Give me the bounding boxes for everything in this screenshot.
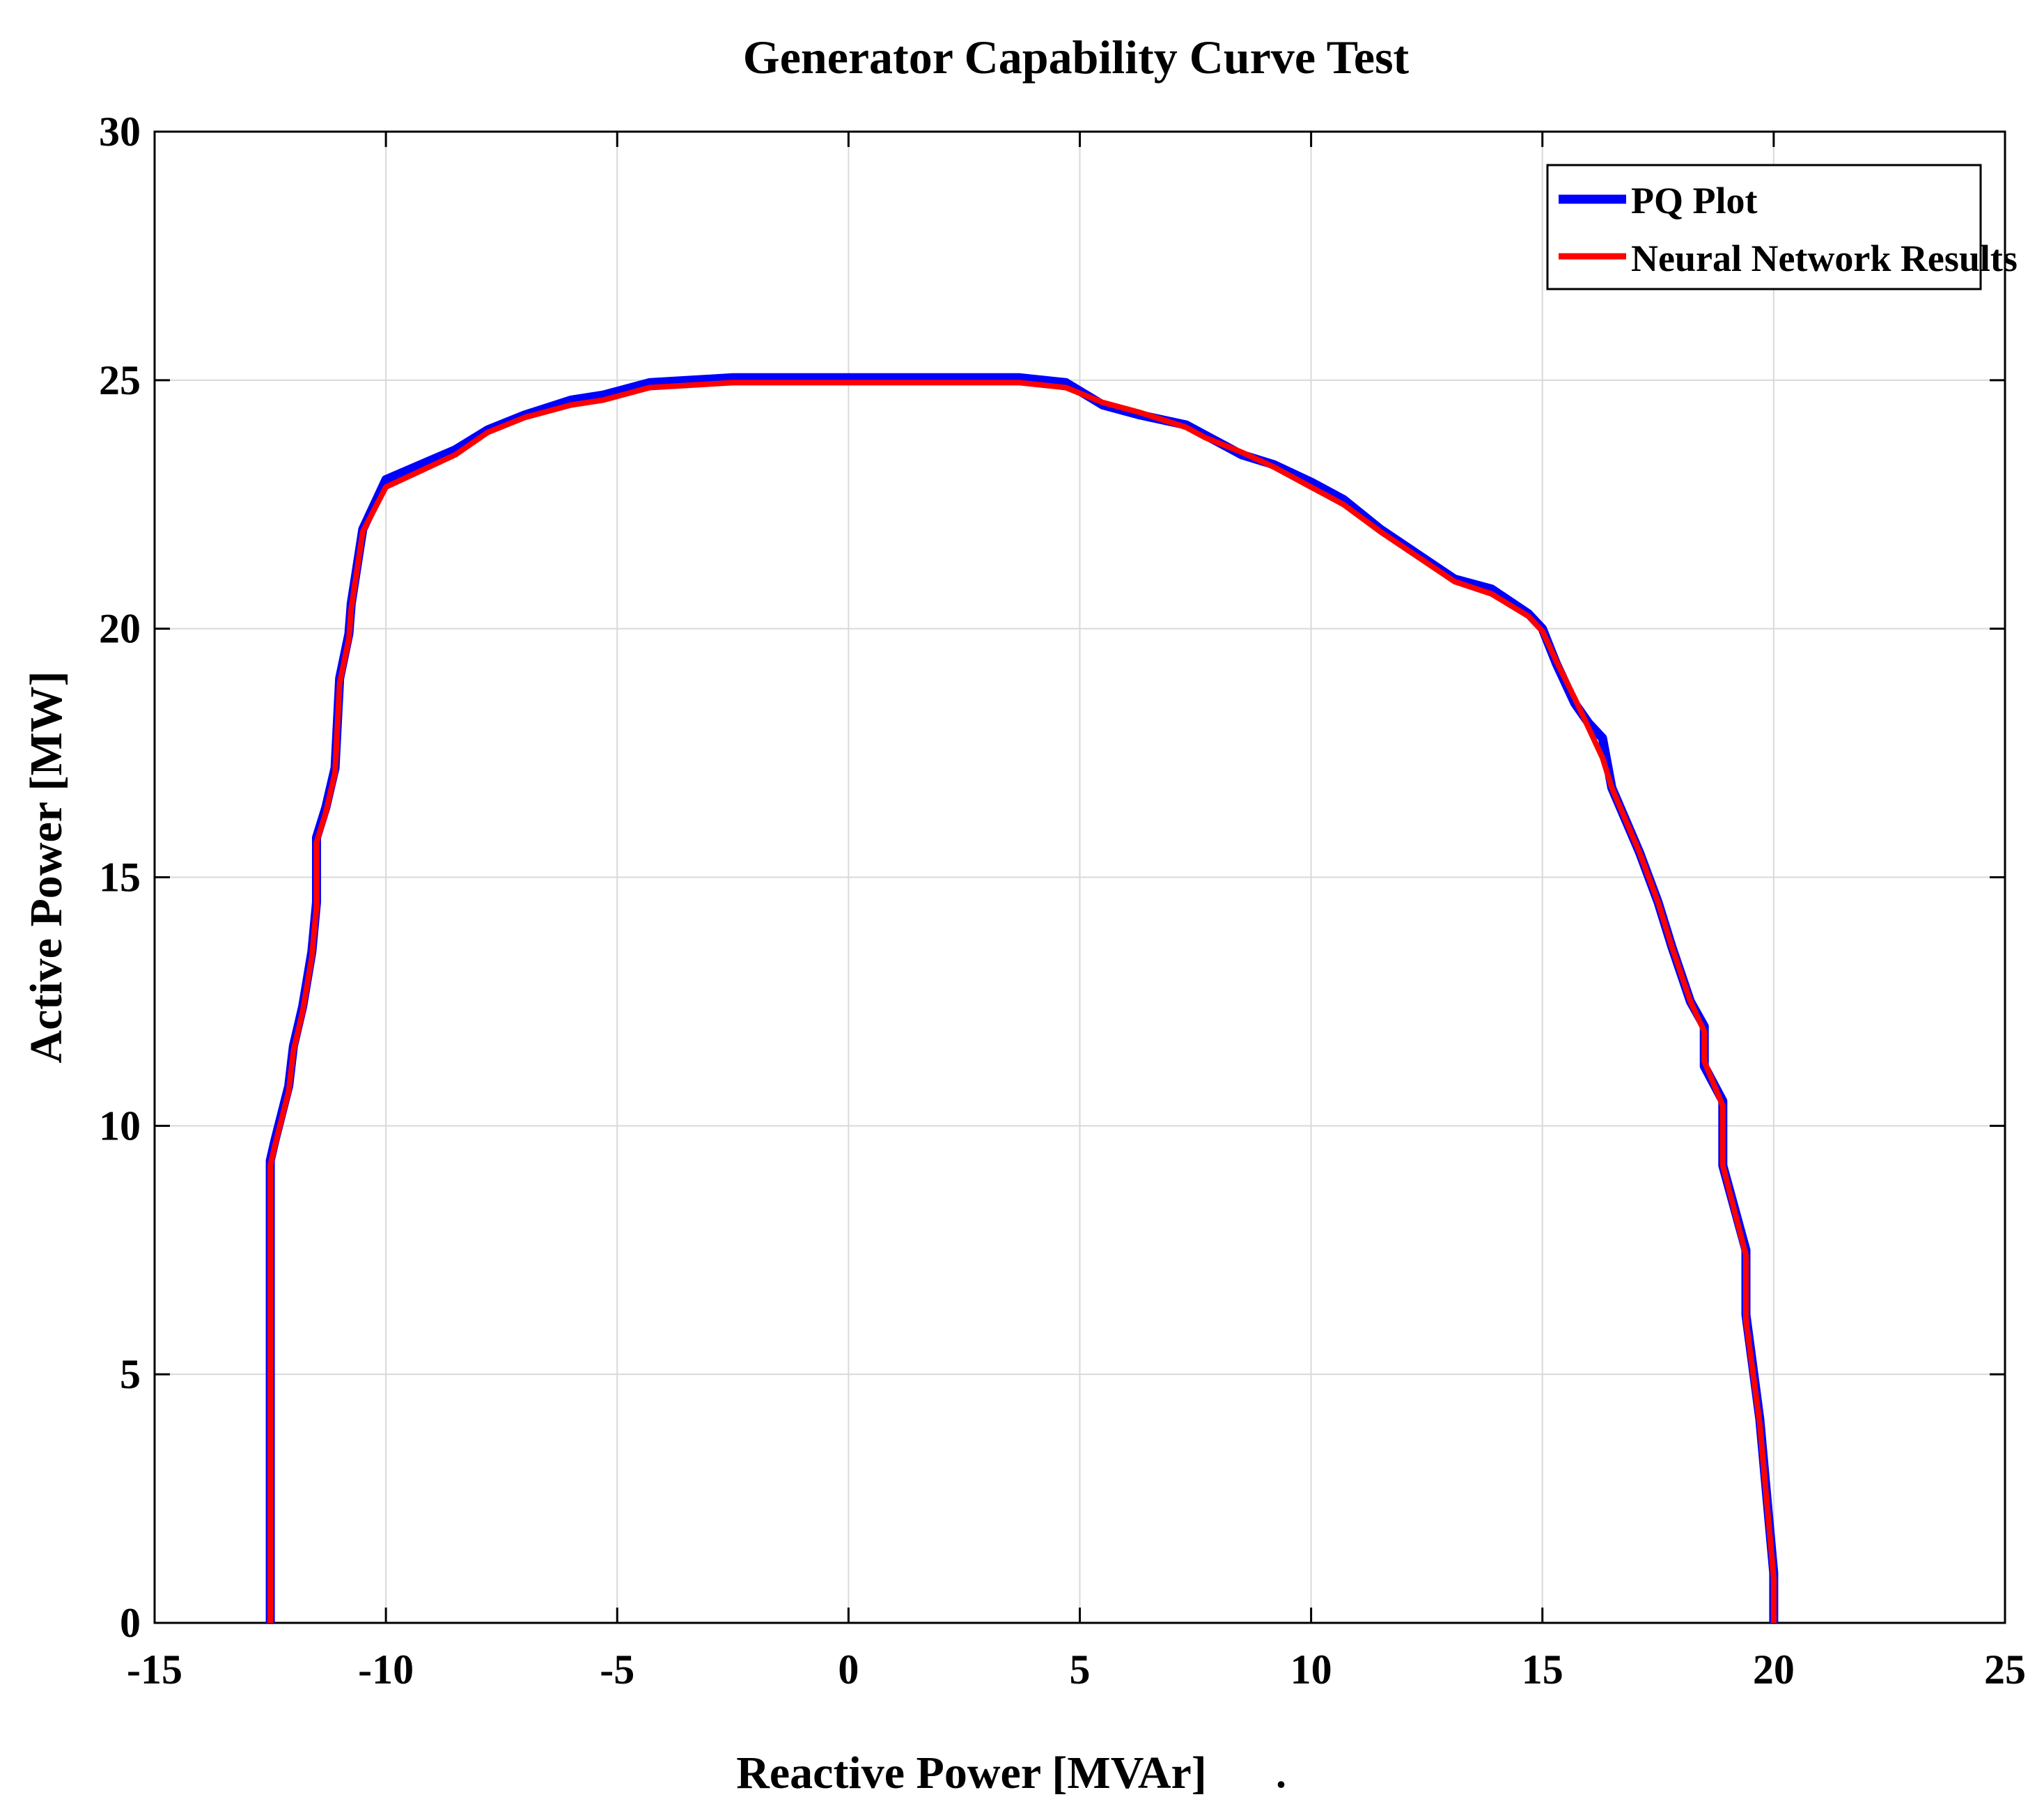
y-tick-label: 20 (99, 606, 141, 652)
tick-marks (153, 130, 2006, 1624)
legend: PQ Plot Neural Network Results (1546, 164, 2018, 290)
y-tick-label: 10 (99, 1103, 141, 1149)
x-tick-label: -5 (600, 1647, 634, 1693)
x-tick-label: -15 (127, 1647, 182, 1693)
y-axis-label: Active Power [MW] (21, 671, 72, 1063)
chart-title: Generator Capability Curve Test (743, 31, 1410, 84)
footnote-mark: . (1276, 1750, 1286, 1796)
x-tick-label: 10 (1290, 1647, 1332, 1693)
x-axis-label: Reactive Power [MVAr] (736, 1748, 1207, 1798)
legend-label-pq-plot: PQ Plot (1631, 180, 1757, 221)
y-tick-label: 15 (99, 855, 141, 901)
grid-lines (154, 131, 2006, 1624)
y-tick-label: 25 (99, 357, 141, 403)
x-tick-labels: -15 -10 -5 0 5 10 15 20 25 (127, 1647, 2026, 1693)
series-layer (265, 373, 1779, 1623)
y-tick-label: 5 (120, 1351, 141, 1397)
y-tick-label: 30 (99, 109, 141, 155)
series-line-neural-network (267, 380, 1777, 1623)
x-tick-label: -10 (358, 1647, 414, 1693)
x-tick-label: 15 (1522, 1647, 1563, 1693)
legend-label-neural-network: Neural Network Results (1631, 238, 2018, 279)
y-tick-labels: 0 5 10 15 20 25 30 (99, 109, 141, 1646)
x-tick-label: 0 (838, 1647, 859, 1693)
x-tick-label: 20 (1753, 1647, 1795, 1693)
series-line-pq-plot (265, 373, 1779, 1623)
legend-box (1546, 164, 1982, 290)
x-tick-label: 5 (1070, 1647, 1091, 1693)
y-tick-label: 0 (120, 1600, 141, 1646)
x-tick-label: 25 (1984, 1647, 2026, 1693)
